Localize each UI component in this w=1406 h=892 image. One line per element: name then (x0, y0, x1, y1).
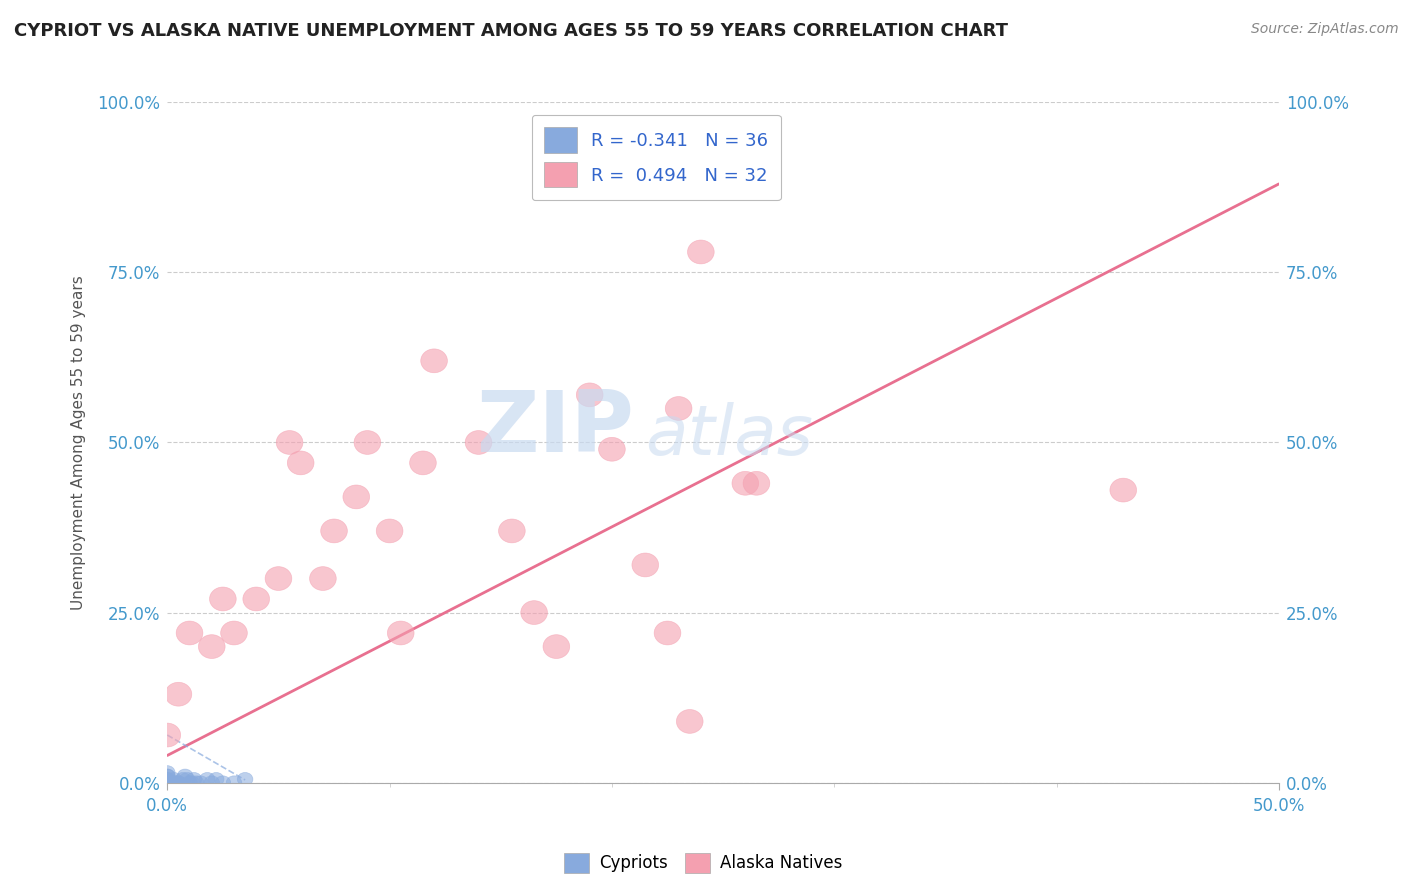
Ellipse shape (238, 772, 253, 786)
Ellipse shape (165, 682, 191, 706)
Ellipse shape (226, 776, 242, 789)
Ellipse shape (165, 776, 180, 789)
Ellipse shape (159, 772, 176, 786)
Ellipse shape (159, 765, 176, 780)
Ellipse shape (309, 566, 336, 591)
Ellipse shape (676, 709, 703, 733)
Ellipse shape (159, 776, 176, 789)
Ellipse shape (159, 776, 176, 789)
Ellipse shape (665, 397, 692, 420)
Ellipse shape (654, 621, 681, 645)
Ellipse shape (159, 769, 176, 782)
Ellipse shape (170, 776, 186, 789)
Ellipse shape (287, 451, 314, 475)
Ellipse shape (184, 776, 200, 789)
Ellipse shape (276, 431, 302, 454)
Ellipse shape (520, 600, 547, 624)
Ellipse shape (159, 776, 176, 789)
Ellipse shape (208, 772, 224, 786)
Ellipse shape (177, 769, 193, 782)
Ellipse shape (409, 451, 436, 475)
Ellipse shape (180, 772, 195, 786)
Ellipse shape (193, 776, 208, 789)
Ellipse shape (543, 635, 569, 658)
Ellipse shape (377, 519, 404, 543)
Ellipse shape (688, 240, 714, 264)
Ellipse shape (170, 776, 186, 789)
Ellipse shape (159, 772, 176, 786)
Ellipse shape (198, 635, 225, 658)
Ellipse shape (266, 566, 292, 591)
Ellipse shape (166, 776, 181, 789)
Ellipse shape (188, 776, 204, 789)
Ellipse shape (169, 776, 184, 789)
Ellipse shape (465, 431, 492, 454)
Legend: Cypriots, Alaska Natives: Cypriots, Alaska Natives (557, 847, 849, 880)
Ellipse shape (1109, 478, 1136, 502)
Ellipse shape (420, 349, 447, 373)
Text: ZIP: ZIP (477, 387, 634, 470)
Ellipse shape (221, 621, 247, 645)
Ellipse shape (159, 776, 176, 789)
Ellipse shape (499, 519, 526, 543)
Text: Source: ZipAtlas.com: Source: ZipAtlas.com (1251, 22, 1399, 37)
Y-axis label: Unemployment Among Ages 55 to 59 years: Unemployment Among Ages 55 to 59 years (72, 275, 86, 610)
Ellipse shape (166, 772, 181, 786)
Ellipse shape (159, 776, 176, 789)
Ellipse shape (321, 519, 347, 543)
Ellipse shape (733, 471, 759, 495)
Ellipse shape (209, 587, 236, 611)
Ellipse shape (576, 383, 603, 407)
Ellipse shape (153, 723, 180, 747)
Ellipse shape (159, 776, 176, 789)
Ellipse shape (159, 776, 176, 789)
Ellipse shape (200, 772, 215, 786)
Ellipse shape (159, 776, 176, 789)
Ellipse shape (631, 553, 658, 577)
Ellipse shape (186, 772, 201, 786)
Ellipse shape (181, 776, 197, 789)
Ellipse shape (354, 431, 381, 454)
Ellipse shape (215, 776, 231, 789)
Ellipse shape (599, 437, 626, 461)
Legend: R = -0.341   N = 36, R =  0.494   N = 32: R = -0.341 N = 36, R = 0.494 N = 32 (531, 115, 780, 200)
Text: CYPRIOT VS ALASKA NATIVE UNEMPLOYMENT AMONG AGES 55 TO 59 YEARS CORRELATION CHAR: CYPRIOT VS ALASKA NATIVE UNEMPLOYMENT AM… (14, 22, 1008, 40)
Ellipse shape (159, 776, 176, 789)
Ellipse shape (204, 776, 219, 789)
Ellipse shape (388, 621, 413, 645)
Ellipse shape (159, 776, 176, 789)
Ellipse shape (343, 485, 370, 508)
Text: atlas: atlas (645, 402, 813, 469)
Ellipse shape (744, 471, 769, 495)
Ellipse shape (159, 769, 176, 782)
Ellipse shape (243, 587, 270, 611)
Ellipse shape (176, 621, 202, 645)
Ellipse shape (159, 776, 176, 789)
Ellipse shape (176, 772, 191, 786)
